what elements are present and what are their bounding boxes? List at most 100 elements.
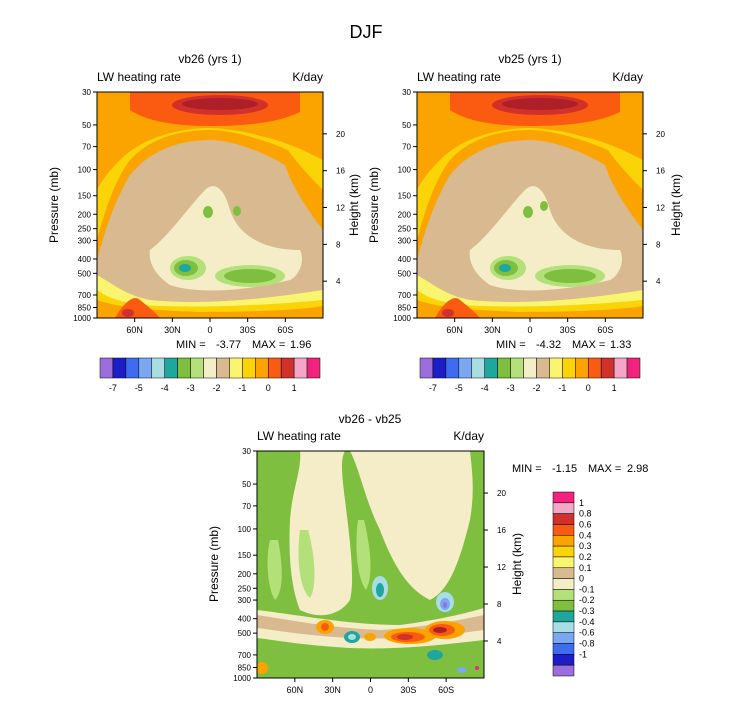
colorbar-swatch: [229, 357, 243, 379]
pressure-tick-label: 500: [398, 269, 412, 278]
colorbar-label: 1: [292, 383, 297, 393]
colorbar-swatch: [151, 357, 165, 379]
colorbar-swatch: [510, 357, 524, 379]
latitude-tick-label: 60S: [597, 325, 613, 335]
colorbar-swatch: [242, 357, 256, 379]
pressure-tick-label: 400: [78, 255, 92, 264]
pressure-tick-label: 1000: [393, 314, 411, 323]
colorbar-swatch: [177, 357, 191, 379]
colorbar-label: -4: [161, 383, 169, 393]
y-axis-right-label: Height (km): [347, 174, 361, 236]
colorbar-swatch: [562, 357, 576, 379]
max-label: MAX =: [252, 339, 285, 351]
figure-title: DJF: [350, 22, 383, 42]
max-label: MAX =: [588, 463, 621, 475]
colorbar-label: -2: [212, 383, 220, 393]
contour-field: [257, 451, 484, 678]
height-tick-label: 16: [336, 167, 345, 176]
pressure-tick-label: 850: [78, 304, 92, 313]
colorbar-label: -0.2: [579, 595, 595, 605]
colorbar-label: 0.4: [579, 530, 592, 540]
height-tick-label: 8: [497, 600, 502, 609]
pressure-tick-label: 50: [82, 121, 91, 130]
pressure-tick-label: 100: [398, 166, 412, 175]
height-tick-label: 4: [656, 277, 661, 286]
latitude-tick-label: 60S: [277, 325, 293, 335]
panel-title: vb26 - vb25: [339, 412, 402, 426]
colorbar-label: 0.1: [579, 563, 592, 573]
colorbar-swatch: [552, 535, 575, 547]
pressure-tick-label: 200: [238, 570, 252, 579]
colorbar-swatch: [497, 357, 511, 379]
colorbar-label: -5: [455, 383, 463, 393]
colorbar-swatch: [552, 556, 575, 569]
colorbar-swatch: [587, 357, 602, 379]
colorbar-swatch: [552, 524, 575, 536]
min-value: -3.77: [216, 339, 241, 351]
colorbar-swatch: [552, 578, 575, 590]
height-tick-label: 16: [656, 167, 665, 176]
latitude-tick-labels: 60N 30N 0 30S 60S: [446, 318, 613, 335]
pressure-tick-label: 700: [78, 291, 92, 300]
colorbar-swatch: [255, 357, 269, 379]
colorbar-swatch: [552, 610, 575, 623]
pressure-tick-label: 200: [78, 210, 92, 219]
colorbar-label: -3: [187, 383, 195, 393]
y-axis-label: Pressure (mb): [367, 167, 381, 243]
colorbar-label: 0: [586, 383, 591, 393]
colorbar-swatch: [138, 357, 153, 379]
pressure-tick-label: 500: [238, 629, 252, 638]
colorbar-label: 0: [266, 383, 271, 393]
y-axis-label: Pressure (mb): [207, 526, 221, 602]
pressure-tick-labels: 1000 850 700 500 400 300 250 200 150 100 70 50 30: [233, 447, 257, 683]
pressure-tick-label: 300: [78, 236, 92, 245]
latitude-tick-label: 60N: [287, 685, 304, 695]
height-tick-labels: 4 8 12 16 20: [323, 130, 345, 286]
colorbar-swatch: [112, 357, 127, 379]
colorbar-swatch: [267, 357, 282, 379]
panel-title: vb26 (yrs 1): [178, 52, 241, 66]
pressure-tick-label: 30: [242, 447, 251, 456]
colorbar-swatch: [600, 357, 615, 379]
y-axis-label: Pressure (mb): [47, 167, 61, 243]
height-tick-labels: 4 8 12 16 20: [643, 130, 665, 286]
pressure-tick-label: 500: [78, 269, 92, 278]
contour-field: [97, 92, 323, 318]
colorbar-swatch: [552, 545, 575, 558]
colorbar-swatch: [536, 357, 550, 379]
colorbar-swatch: [471, 357, 485, 379]
colorbar-swatch: [549, 357, 563, 379]
left-label: LW heating rate: [417, 70, 501, 84]
colorbar-swatch: [552, 632, 575, 644]
latitude-tick-label: 60N: [126, 325, 143, 335]
pressure-tick-label: 150: [398, 192, 412, 201]
pressure-tick-label: 100: [238, 525, 252, 534]
pressure-tick-label: 300: [398, 236, 412, 245]
panel-difference: vb26 - vb25 LW heating rate K/day: [207, 412, 648, 695]
latitude-tick-label: 30N: [164, 325, 181, 335]
colorbar-label: -2: [532, 383, 540, 393]
colorbar-label: -7: [429, 383, 437, 393]
colorbar-swatch: [419, 357, 434, 379]
colorbar-swatch: [552, 567, 575, 579]
left-label: LW heating rate: [257, 429, 341, 443]
colorbar-swatch: [552, 643, 575, 655]
colorbar-swatch: [552, 599, 575, 612]
colorbar: -7 -5 -4 -3 -2 -1 0 1: [99, 357, 321, 393]
colorbar-swatch: [552, 664, 575, 677]
pressure-tick-label: 250: [78, 225, 92, 234]
height-tick-label: 20: [497, 489, 506, 498]
right-label: K/day: [453, 429, 484, 443]
pressure-tick-label: 70: [402, 143, 411, 152]
contour-field: [417, 92, 643, 318]
colorbar-swatch: [552, 654, 575, 666]
colorbar-label: -7: [109, 383, 117, 393]
latitude-tick-label: 30N: [324, 685, 341, 695]
min-value: -4.32: [536, 339, 561, 351]
max-label: MAX =: [572, 339, 605, 351]
pressure-tick-label: 400: [398, 255, 412, 264]
colorbar-label: -0.6: [579, 628, 595, 638]
height-tick-labels: 4 8 12 16 20: [484, 489, 506, 646]
panel-vb26: vb26 (yrs 1) LW heating rate K/day: [47, 52, 361, 393]
